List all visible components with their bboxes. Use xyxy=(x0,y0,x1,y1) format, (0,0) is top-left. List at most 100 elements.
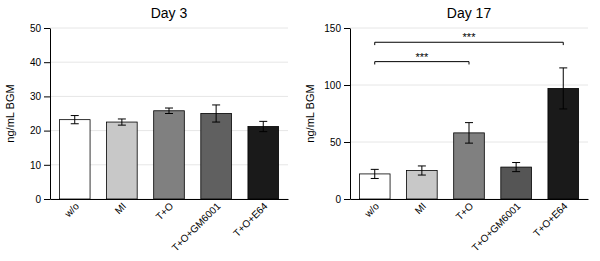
x-tick: T+O+GM6001 xyxy=(470,199,523,253)
marks xyxy=(359,68,578,199)
error-cap xyxy=(71,115,79,116)
error-bar xyxy=(118,119,126,125)
error-line xyxy=(169,108,170,113)
y-tick-label: 50 xyxy=(30,23,42,34)
y-axis-title: ng/mL BGM xyxy=(304,84,316,142)
error-cap xyxy=(559,67,567,68)
marks xyxy=(59,105,278,199)
y-tick-mark xyxy=(44,131,50,132)
y-tick-label: 30 xyxy=(30,91,42,102)
y-axis: 01020304050 xyxy=(30,23,51,205)
error-cap xyxy=(212,122,220,123)
error-bar xyxy=(465,123,473,144)
y-tick: 20 xyxy=(30,125,50,136)
significance-label: *** xyxy=(463,31,477,43)
x-tick-label: T+O xyxy=(454,200,476,222)
error-cap xyxy=(165,113,173,114)
error-cap xyxy=(71,123,79,124)
y-tick-mark xyxy=(344,199,350,200)
error-line xyxy=(421,166,422,175)
error-bar xyxy=(371,169,379,178)
bar xyxy=(201,114,232,200)
significance-label: *** xyxy=(415,51,429,63)
error-cap xyxy=(559,108,567,109)
x-tick: T+O+GM6001 xyxy=(170,199,223,253)
grid-line xyxy=(50,62,288,63)
error-cap xyxy=(512,171,520,172)
error-cap xyxy=(212,104,220,105)
x-tick-label: w/o xyxy=(62,200,82,220)
x-tick-label: T+O xyxy=(154,200,176,222)
annotations: *** *** xyxy=(375,31,564,64)
error-line xyxy=(516,163,517,172)
error-line xyxy=(374,169,375,178)
error-bar xyxy=(165,108,173,113)
x-axis-line xyxy=(51,199,289,200)
y-tick-mark xyxy=(44,165,50,166)
y-tick-label: 150 xyxy=(324,23,341,34)
y-tick-mark xyxy=(344,142,350,143)
error-bar xyxy=(559,68,567,109)
x-tick-label: T+O+GM6001 xyxy=(470,200,523,253)
error-cap xyxy=(371,178,379,179)
y-tick: 0 xyxy=(335,194,350,205)
error-cap xyxy=(259,121,267,122)
y-tick-mark xyxy=(44,28,50,29)
grid-line xyxy=(350,85,588,86)
y-tick: 50 xyxy=(330,137,350,148)
y-tick-label: 10 xyxy=(30,160,42,171)
error-line xyxy=(74,116,75,124)
x-tick: w/o xyxy=(62,199,82,220)
bar xyxy=(407,171,438,200)
error-bar xyxy=(418,166,426,175)
y-tick-mark xyxy=(44,62,50,63)
bar xyxy=(454,133,485,199)
x-axis: w/oMIT+OT+O+GM6001T+O+E64 xyxy=(351,199,589,253)
x-tick-label: MI xyxy=(413,200,429,216)
x-tick: T+O+E64 xyxy=(531,199,570,239)
grid-line xyxy=(50,28,288,29)
error-bar xyxy=(259,121,267,131)
grid-line xyxy=(50,96,288,97)
error-line xyxy=(263,121,264,131)
error-cap xyxy=(165,108,173,109)
y-tick-mark xyxy=(344,85,350,86)
error-cap xyxy=(465,143,473,144)
y-tick-mark xyxy=(344,28,350,29)
grid xyxy=(50,28,288,199)
chart-svg: 01020304050w/oMIT+OT+O+GM6001T+O+E64Day … xyxy=(0,0,600,261)
x-tick-label: T+O+E64 xyxy=(531,200,570,239)
grid-line xyxy=(350,28,588,29)
y-axis-title: ng/mL BGM xyxy=(4,84,16,142)
error-cap xyxy=(465,122,473,123)
error-cap xyxy=(259,131,267,132)
error-cap xyxy=(371,169,379,170)
x-tick-label: MI xyxy=(113,200,129,216)
bar xyxy=(248,126,279,199)
y-tick-label: 0 xyxy=(335,194,341,205)
y-axis: 050100150 xyxy=(324,23,350,205)
panel: 01020304050w/oMIT+OT+O+GM6001T+O+E64Day … xyxy=(4,5,289,253)
error-bar xyxy=(71,116,79,124)
x-tick: T+O xyxy=(154,199,176,222)
y-axis-line xyxy=(50,29,51,200)
x-tick: MI xyxy=(413,199,429,216)
error-bar xyxy=(512,163,520,172)
y-tick-label: 50 xyxy=(330,137,342,148)
panel: 050100150w/oMIT+OT+O+GM6001T+O+E64Day 17… xyxy=(304,5,589,253)
y-tick: 40 xyxy=(30,57,50,68)
grid xyxy=(350,28,588,199)
error-line xyxy=(563,68,564,109)
error-bar xyxy=(212,105,220,122)
y-tick-mark xyxy=(44,199,50,200)
y-axis-line xyxy=(350,29,351,200)
bar xyxy=(107,122,138,199)
bar xyxy=(59,120,90,199)
x-tick: T+O+E64 xyxy=(231,199,270,239)
error-line xyxy=(469,123,470,144)
bar xyxy=(501,167,532,199)
y-tick-label: 20 xyxy=(30,125,42,136)
y-tick: 50 xyxy=(30,23,50,34)
y-tick: 10 xyxy=(30,160,50,171)
error-cap xyxy=(512,162,520,163)
